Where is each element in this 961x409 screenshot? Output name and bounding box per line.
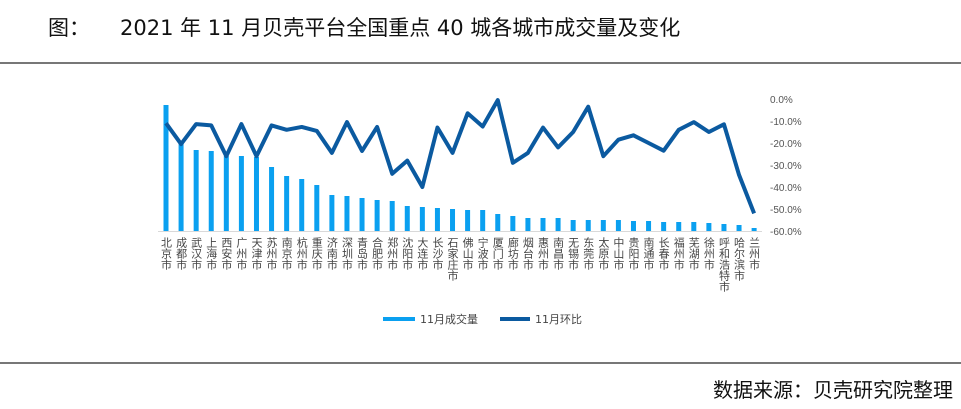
bar-8	[284, 176, 290, 231]
x-tick-label: 芜湖市	[687, 236, 700, 271]
x-tick-label: 济南市	[325, 236, 338, 271]
x-tick-label: 合肥市	[371, 236, 384, 271]
x-tick-label: 重庆市	[310, 236, 323, 271]
bar-15	[389, 201, 395, 231]
x-tick-label: 成都市	[175, 237, 188, 271]
x-tick-label: 南昌市	[552, 237, 565, 271]
title-text: 2021 年 11 月贝壳平台全国重点 40 城各城市成交量及变化	[120, 16, 681, 40]
bar-11	[329, 195, 335, 231]
bar-26	[555, 218, 561, 231]
bar-14	[374, 200, 380, 231]
x-tick-label: 宁波市	[476, 236, 489, 271]
y2-tick-label: -30.0%	[770, 161, 802, 172]
figure-title: 图： 2021 年 11 月贝壳平台全国重点 40 城各城市成交量及变化	[48, 12, 680, 42]
x-tick-label: 杭州市	[295, 236, 308, 271]
x-tick-label: 哈尔滨市	[733, 237, 746, 282]
x-tick-label: 沈阳市	[401, 236, 414, 271]
x-tick-label: 郑州市	[386, 236, 399, 271]
x-tick-label: 天津市	[250, 237, 263, 271]
bar-34	[676, 222, 682, 231]
legend-line-label: 11月环比	[535, 313, 582, 326]
x-tick-label: 惠州市	[537, 236, 550, 271]
bar-24	[525, 218, 531, 231]
bar-17	[419, 207, 425, 231]
bar-9	[299, 179, 305, 231]
x-tick-label: 无锡市	[567, 237, 580, 271]
bar-21	[480, 210, 486, 231]
x-tick-label: 苏州市	[265, 237, 278, 271]
y2-tick-label: -40.0%	[770, 183, 802, 194]
bar-22	[495, 214, 501, 231]
x-tick-label: 贵阳市	[627, 237, 640, 271]
y2-tick-label: 0.0%	[770, 95, 793, 106]
bar-13	[359, 198, 365, 231]
bar-10	[314, 185, 320, 231]
bar-3	[208, 151, 214, 231]
x-tick-label: 中山市	[612, 237, 625, 271]
bar-25	[540, 218, 546, 231]
bar-33	[661, 222, 667, 231]
x-tick-label: 长沙市	[431, 237, 444, 271]
figure-label: 图：	[48, 16, 90, 40]
bar-37	[721, 224, 727, 231]
x-tick-label: 南京市	[280, 237, 293, 271]
legend-bar-label: 11月成交量	[420, 312, 478, 326]
bar-19	[450, 209, 456, 231]
x-tick-label: 深圳市	[340, 237, 353, 271]
x-tick-label: 呼和浩特市	[717, 237, 730, 293]
x-tick-label: 青岛市	[356, 237, 369, 271]
top-divider	[0, 62, 961, 64]
x-tick-label: 徐州市	[702, 236, 715, 271]
bar-35	[691, 222, 697, 231]
bar-27	[570, 220, 576, 231]
x-tick-label: 兰州市	[748, 237, 761, 271]
legend-bar-swatch	[383, 317, 415, 321]
bar-29	[600, 220, 606, 231]
x-tick-label: 广州市	[235, 237, 248, 271]
x-tick-label: 东莞市	[582, 237, 595, 271]
bar-0	[163, 105, 169, 231]
bar-36	[706, 223, 712, 231]
x-tick-label: 西安市	[220, 237, 233, 271]
x-tick-label: 佛山市	[461, 237, 474, 271]
x-tick-label: 廊坊市	[506, 236, 519, 271]
x-tick-label: 石家庄市	[446, 237, 459, 282]
x-tick-label: 福州市	[672, 236, 685, 271]
x-tick-label: 南通市	[642, 237, 655, 271]
x-tick-label: 北京市	[160, 237, 173, 271]
bar-31	[630, 221, 636, 231]
source-note: 数据来源：贝壳研究院整理	[713, 378, 953, 402]
bar-18	[434, 208, 440, 231]
bar-16	[404, 206, 410, 231]
y2-tick-label: -10.0%	[770, 117, 802, 128]
bar-23	[510, 216, 516, 231]
bar-12	[344, 196, 350, 231]
bar-6	[253, 157, 259, 231]
bar-1	[178, 143, 184, 231]
y2-tick-label: -50.0%	[770, 205, 802, 216]
line-series	[164, 98, 756, 215]
bar-32	[646, 221, 652, 231]
x-tick-label: 厦门市	[491, 237, 504, 271]
bar-20	[465, 210, 471, 231]
x-tick-label: 大连市	[416, 236, 429, 271]
bar-5	[238, 156, 244, 231]
x-tick-label: 烟台市	[521, 236, 534, 271]
bar-39	[751, 228, 757, 231]
y2-tick-label: -60.0%	[770, 227, 802, 238]
bar-38	[736, 225, 742, 231]
x-tick-label: 长春市	[657, 237, 670, 271]
x-tick-label: 武汉市	[190, 237, 203, 271]
y2-tick-label: -20.0%	[770, 139, 802, 150]
x-tick-label: 上海市	[205, 237, 218, 271]
bar-28	[585, 220, 591, 231]
bottom-divider	[0, 362, 961, 364]
bar-7	[269, 167, 275, 231]
bar-4	[223, 156, 229, 231]
bar-2	[193, 150, 199, 231]
x-tick-label: 太原市	[597, 237, 610, 271]
bar-30	[615, 220, 621, 231]
